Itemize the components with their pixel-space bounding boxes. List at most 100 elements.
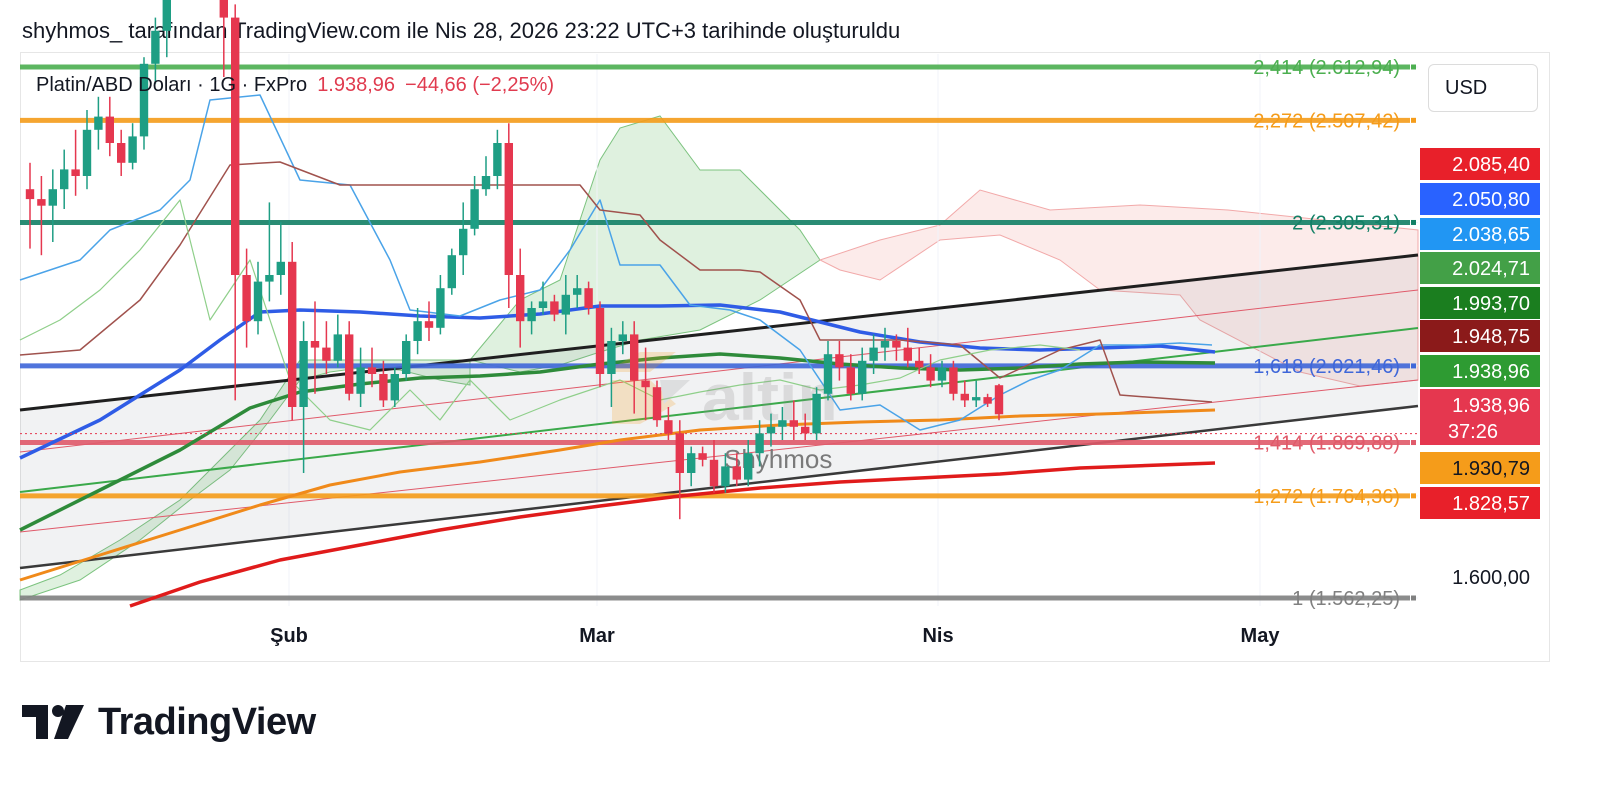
candle-body [151,30,160,64]
candle-body [732,466,741,480]
candle-body [71,169,80,176]
price-tag: 1.828,57 [1420,487,1540,519]
price-tag-bg [1420,148,1540,180]
candle [356,347,365,407]
candle [801,413,810,440]
currency-button[interactable]: USD [1428,64,1538,112]
candle-body [367,367,377,374]
candle-body [310,341,320,348]
candle [37,176,46,256]
candle-body [618,334,627,341]
candle-body [584,288,593,308]
candle [652,380,662,427]
candle-body [960,393,969,401]
price-tag-value: 1.993,70 [1452,293,1530,315]
symbol-info[interactable]: Platin/ABD Doları · 1G · FxPro [36,74,308,96]
candle [949,360,958,401]
candle [25,162,35,249]
candle [687,446,696,487]
candle [345,321,354,401]
candle [447,248,456,295]
candle-body [48,189,57,206]
candle-body [937,367,947,381]
candle [789,400,798,440]
tenkan-sen [19,94,1213,431]
fib-level-label: 1,272 (1.764,36) [1253,486,1400,508]
candle [504,123,513,308]
channel-lower-line [19,404,1419,570]
candle [219,0,228,77]
candle [71,129,80,196]
candle-body [299,341,308,407]
candle [481,156,491,196]
candle [915,347,924,374]
fib-level-label: 1,414 (1.869,88) [1253,433,1400,455]
fib-level-marker [1411,440,1416,446]
candle-body [755,433,764,454]
price-scale: 2.085,40 2.050,80 2.038,65 2.024,71 1.993,70… [1420,148,1540,589]
candle-body [117,143,126,163]
candle [972,380,981,407]
candle [538,281,548,315]
price-tag-value: 2.024,71 [1452,258,1530,280]
candle-body [322,347,331,361]
candle [675,420,684,520]
candle [903,327,912,368]
candle-body [481,176,491,190]
candle-body [447,255,456,289]
x-tick-label: Mar [579,625,615,647]
candle [561,275,570,335]
candle-body [436,288,445,328]
candle-body [219,0,228,18]
candle-body [869,347,878,361]
x-tick-label: Nis [922,625,953,647]
candle-body [253,281,263,322]
channel-upper-line [19,253,1419,412]
candle-body [288,261,297,407]
candle-body [709,459,719,487]
price-tag-value: 1.828,57 [1452,493,1530,515]
price-tag-bg [1420,183,1540,215]
candle [128,123,137,170]
candle-body [37,199,46,206]
candle [322,321,331,374]
candle [846,354,855,401]
sma-orange [19,408,1216,582]
candle-body [345,334,354,394]
candle [470,176,479,236]
candlesticks [25,0,1004,520]
tradingview-brand: TradingView [22,700,316,744]
chart-legend: Platin/ABD Doları · 1G · FxPro 1.938,96 −4… [36,74,554,97]
candle-body [595,308,605,374]
candle-body [858,360,867,394]
candle-body [379,374,388,401]
candle-body [538,301,548,308]
watermark-author: Shyhmos [724,444,832,474]
candle-body [983,397,992,404]
price-tag-value: 1.948,75 [1452,326,1530,348]
candle [732,453,741,487]
candle-body [550,301,559,315]
candle [299,321,308,473]
fib-level-label: 1 (1.562,25) [1292,588,1400,610]
candle [584,281,593,315]
candle-body [128,136,137,163]
candle-body [242,275,251,322]
candle [960,380,969,407]
candle-body [846,367,855,394]
price-tag: 1.938,96 [1420,355,1540,387]
candle [937,360,947,388]
fib-level-marker [1411,493,1416,499]
price-tag-value: 2.085,40 [1452,154,1530,176]
candle-body [607,341,616,374]
chart-frame [20,52,1550,662]
price-tag-value: 1.930,79 [1452,458,1530,480]
x-axis: Şub Mar Nis May [270,625,1280,647]
fib-level-label: 2,414 (2.612,94) [1253,57,1400,79]
candle [744,440,753,487]
candle [288,242,297,421]
price-change: −44,66 (−2,25%) [405,74,555,96]
candle-body [801,426,810,434]
fibonacci-extension: 2,414 (2.612,94) 2,272 (2.507,42) 2 (2.305… [20,57,1416,610]
